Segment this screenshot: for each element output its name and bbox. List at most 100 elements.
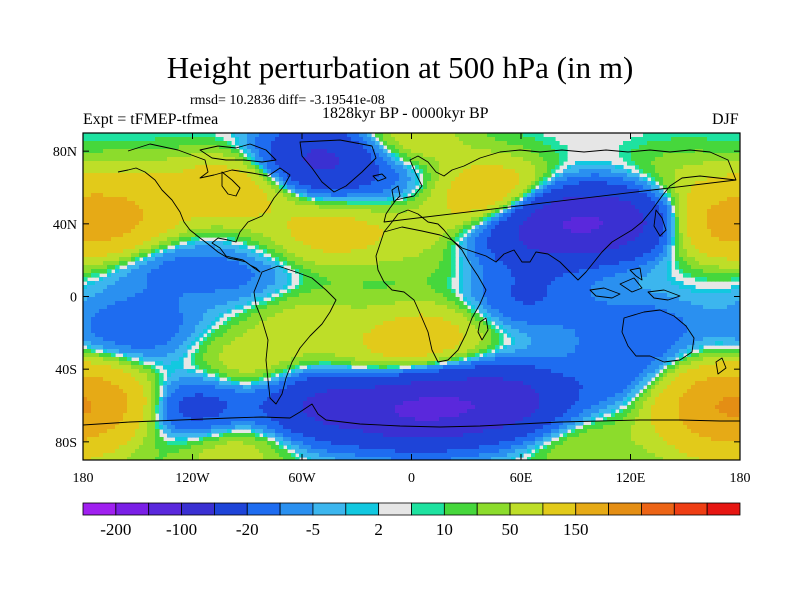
field-cell bbox=[507, 197, 512, 202]
field-cell bbox=[383, 241, 388, 246]
field-cell bbox=[395, 253, 400, 258]
field-cell bbox=[503, 133, 508, 138]
field-cell bbox=[355, 233, 360, 238]
field-cell bbox=[715, 177, 720, 182]
field-cell bbox=[555, 185, 560, 190]
field-cell bbox=[435, 253, 440, 258]
field-cell bbox=[711, 145, 716, 150]
field-cell bbox=[503, 245, 508, 250]
field-cell bbox=[183, 229, 188, 234]
field-cell bbox=[239, 133, 244, 138]
field-cell bbox=[543, 221, 548, 226]
field-cell bbox=[543, 145, 548, 150]
field-cell bbox=[427, 157, 432, 162]
field-cell bbox=[447, 137, 452, 142]
field-cell bbox=[627, 189, 632, 194]
field-cell bbox=[711, 205, 716, 210]
field-cell bbox=[503, 213, 508, 218]
field-cell bbox=[299, 133, 304, 138]
field-cell bbox=[715, 197, 720, 202]
field-cell bbox=[115, 153, 120, 158]
field-cell bbox=[575, 201, 580, 206]
field-cell bbox=[263, 197, 268, 202]
field-cell bbox=[515, 229, 520, 234]
field-cell bbox=[611, 185, 616, 190]
field-cell bbox=[167, 237, 172, 242]
field-cell bbox=[207, 201, 212, 206]
field-cell bbox=[659, 237, 664, 242]
field-cell bbox=[279, 185, 284, 190]
field-cell bbox=[703, 229, 708, 234]
field-cell bbox=[431, 149, 436, 154]
field-cell bbox=[179, 145, 184, 150]
field-cell bbox=[243, 193, 248, 198]
field-cell bbox=[307, 253, 312, 258]
field-cell bbox=[451, 253, 456, 258]
field-cell bbox=[287, 137, 292, 142]
field-cell bbox=[487, 137, 492, 142]
field-cell bbox=[151, 201, 156, 206]
field-cell bbox=[503, 161, 508, 166]
field-cell bbox=[727, 145, 732, 150]
field-cell bbox=[715, 213, 720, 218]
field-cell bbox=[207, 181, 212, 186]
field-cell bbox=[103, 233, 108, 238]
field-cell bbox=[183, 225, 188, 230]
field-cell bbox=[99, 165, 104, 170]
field-cell bbox=[271, 173, 276, 178]
field-cell bbox=[387, 145, 392, 150]
field-cell bbox=[375, 241, 380, 246]
field-cell bbox=[467, 173, 472, 178]
field-cell bbox=[223, 221, 228, 226]
field-cell bbox=[211, 229, 216, 234]
field-cell bbox=[127, 201, 132, 206]
field-cell bbox=[735, 241, 740, 246]
field-cell bbox=[431, 145, 436, 150]
field-cell bbox=[447, 161, 452, 166]
field-cell bbox=[451, 157, 456, 162]
field-cell bbox=[659, 241, 664, 246]
field-cell bbox=[459, 205, 464, 210]
field-cell bbox=[191, 181, 196, 186]
field-cell bbox=[327, 229, 332, 234]
field-cell bbox=[355, 229, 360, 234]
field-cell bbox=[115, 229, 120, 234]
field-cell bbox=[275, 229, 280, 234]
field-cell bbox=[731, 253, 736, 258]
field-cell bbox=[95, 165, 100, 170]
field-cell bbox=[243, 213, 248, 218]
field-cell bbox=[159, 197, 164, 202]
field-cell bbox=[251, 149, 256, 154]
field-cell bbox=[287, 201, 292, 206]
field-cell bbox=[155, 169, 160, 174]
field-cell bbox=[171, 257, 176, 262]
field-cell bbox=[111, 241, 116, 246]
field-cell bbox=[191, 221, 196, 226]
field-cell bbox=[583, 213, 588, 218]
field-cell bbox=[459, 149, 464, 154]
field-cell bbox=[267, 133, 272, 138]
field-cell bbox=[483, 201, 488, 206]
field-cell bbox=[411, 141, 416, 146]
field-cell bbox=[491, 229, 496, 234]
field-cell bbox=[403, 253, 408, 258]
field-cell bbox=[151, 133, 156, 138]
field-cell bbox=[651, 201, 656, 206]
field-cell bbox=[427, 165, 432, 170]
field-cell bbox=[443, 257, 448, 262]
field-cell bbox=[711, 213, 716, 218]
field-cell bbox=[155, 185, 160, 190]
field-cell bbox=[163, 233, 168, 238]
field-cell bbox=[707, 201, 712, 206]
field-cell bbox=[559, 189, 564, 194]
field-cell bbox=[507, 169, 512, 174]
field-cell bbox=[695, 137, 700, 142]
field-cell bbox=[567, 165, 572, 170]
field-cell bbox=[579, 173, 584, 178]
field-cell bbox=[443, 209, 448, 214]
field-cell bbox=[359, 237, 364, 242]
field-cell bbox=[607, 177, 612, 182]
field-cell bbox=[715, 137, 720, 142]
field-cell bbox=[295, 189, 300, 194]
field-cell bbox=[707, 249, 712, 254]
